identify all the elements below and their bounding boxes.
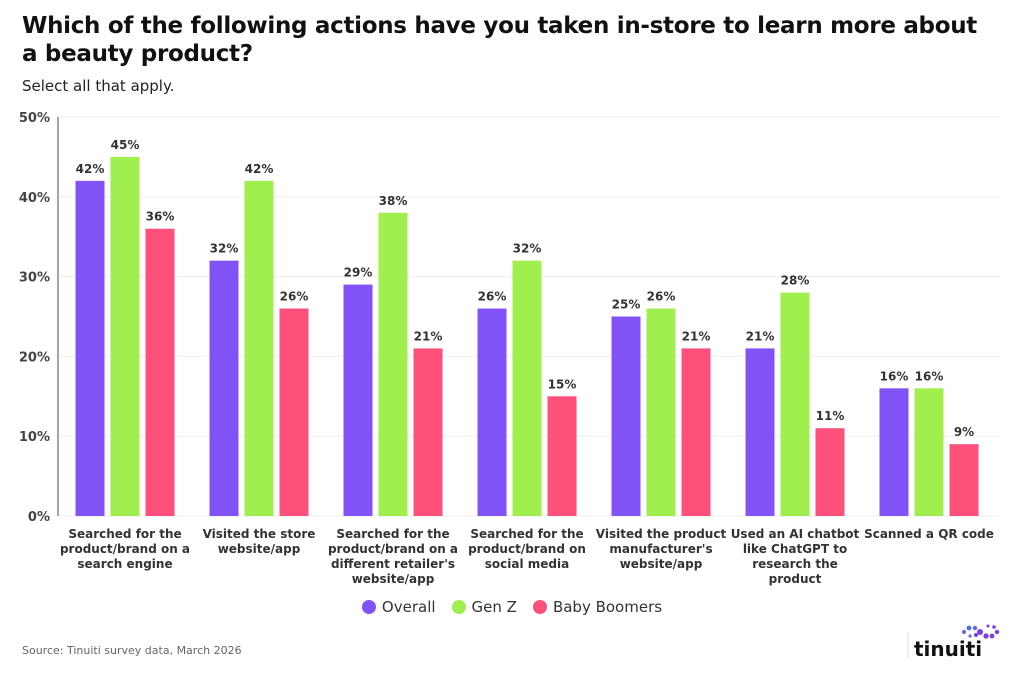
category-label: research the	[752, 557, 838, 571]
data-label: 21%	[414, 329, 443, 343]
bar-overall	[343, 284, 373, 516]
data-label: 42%	[76, 162, 105, 176]
category-label: website/app	[218, 542, 301, 556]
data-label: 32%	[513, 242, 542, 256]
bar-baby-boomers	[145, 228, 175, 516]
svg-text:tinuiti: tinuiti	[914, 637, 982, 660]
bar-overall	[879, 388, 909, 516]
y-tick-label: 30%	[19, 271, 50, 286]
legend-swatch	[361, 600, 376, 614]
legend-item: Overall	[361, 598, 436, 616]
legend-label: Gen Z	[471, 598, 517, 616]
legend-swatch	[451, 600, 466, 614]
data-label: 42%	[245, 162, 274, 176]
bar-overall	[209, 260, 239, 516]
bar-baby-boomers	[949, 444, 979, 516]
source-note: Source: Tinuiti survey data, March 2026	[22, 644, 242, 657]
data-label: 36%	[146, 210, 175, 224]
legend-label: Baby Boomers	[552, 598, 663, 616]
bar-overall	[745, 348, 775, 516]
category-label: product/brand on a	[60, 542, 190, 556]
bar-baby-boomers	[681, 348, 711, 516]
bar-chart: 0% 10% 20% 30% 40% 50% 42% 45% 36% Searched for t…	[19, 111, 1000, 586]
legend-label: Overall	[381, 598, 436, 616]
category-label: website/app	[352, 572, 435, 586]
data-label: 9%	[954, 425, 974, 439]
category-label: product	[769, 572, 822, 586]
category-label: Used an AI chatbot	[731, 527, 860, 541]
bar-baby-boomers	[547, 396, 577, 516]
category-label: Searched for the	[68, 527, 181, 541]
legend: Overall Gen Z Baby Boomers	[0, 598, 1024, 618]
data-label: 16%	[880, 369, 909, 383]
data-label: 26%	[280, 290, 309, 304]
category-label: product/brand on a	[328, 542, 458, 556]
data-label: 21%	[682, 329, 711, 343]
chart-subtitle: Select all that apply.	[22, 77, 175, 95]
bar-gen-z	[780, 292, 810, 516]
category-label: search engine	[77, 557, 172, 571]
category-label: product/brand on	[468, 542, 586, 556]
bar-gen-z	[378, 212, 408, 516]
data-label: 29%	[344, 266, 373, 280]
data-label: 25%	[612, 298, 641, 312]
category-label: Visited the store	[203, 527, 316, 541]
chart-title: Which of the following actions have you …	[22, 13, 977, 67]
data-label: 38%	[379, 194, 408, 208]
data-label: 45%	[111, 138, 140, 152]
y-tick-label: 20%	[19, 350, 50, 365]
category-label: manufacturer's	[609, 542, 712, 556]
category-label: Searched for the	[470, 527, 583, 541]
bar-baby-boomers	[815, 428, 845, 516]
bar-overall	[75, 180, 105, 516]
data-label: 26%	[478, 290, 507, 304]
category-label: Scanned a QR code	[864, 527, 994, 541]
data-label: 16%	[915, 369, 944, 383]
data-label: 15%	[548, 377, 577, 391]
bar-overall	[477, 308, 507, 516]
bar-gen-z	[244, 180, 274, 516]
category-label: Visited the product	[596, 527, 727, 541]
y-tick-label: 0%	[28, 510, 50, 525]
data-label: 11%	[816, 409, 845, 423]
bar-baby-boomers	[413, 348, 443, 516]
y-tick-label: 50%	[19, 111, 50, 126]
category-label: Searched for the	[336, 527, 449, 541]
y-tick-label: 40%	[19, 191, 50, 206]
tinuiti-logo: tinuiti	[906, 620, 1006, 664]
legend-item: Baby Boomers	[532, 598, 663, 616]
bar-gen-z	[646, 308, 676, 516]
category-label: social media	[485, 557, 569, 571]
legend-swatch	[532, 600, 547, 614]
category-label: like ChatGPT to	[743, 542, 847, 556]
data-label: 21%	[746, 329, 775, 343]
data-label: 28%	[781, 274, 810, 288]
legend-item: Gen Z	[451, 598, 517, 616]
category-label: different retailer's	[331, 557, 455, 571]
data-label: 26%	[647, 290, 676, 304]
category-label: website/app	[620, 557, 703, 571]
bar-gen-z	[914, 388, 944, 516]
bar-overall	[611, 316, 641, 516]
bar-gen-z	[110, 156, 140, 516]
bar-gen-z	[512, 260, 542, 516]
data-label: 32%	[210, 242, 239, 256]
y-tick-label: 10%	[19, 430, 50, 445]
bar-baby-boomers	[279, 308, 309, 516]
